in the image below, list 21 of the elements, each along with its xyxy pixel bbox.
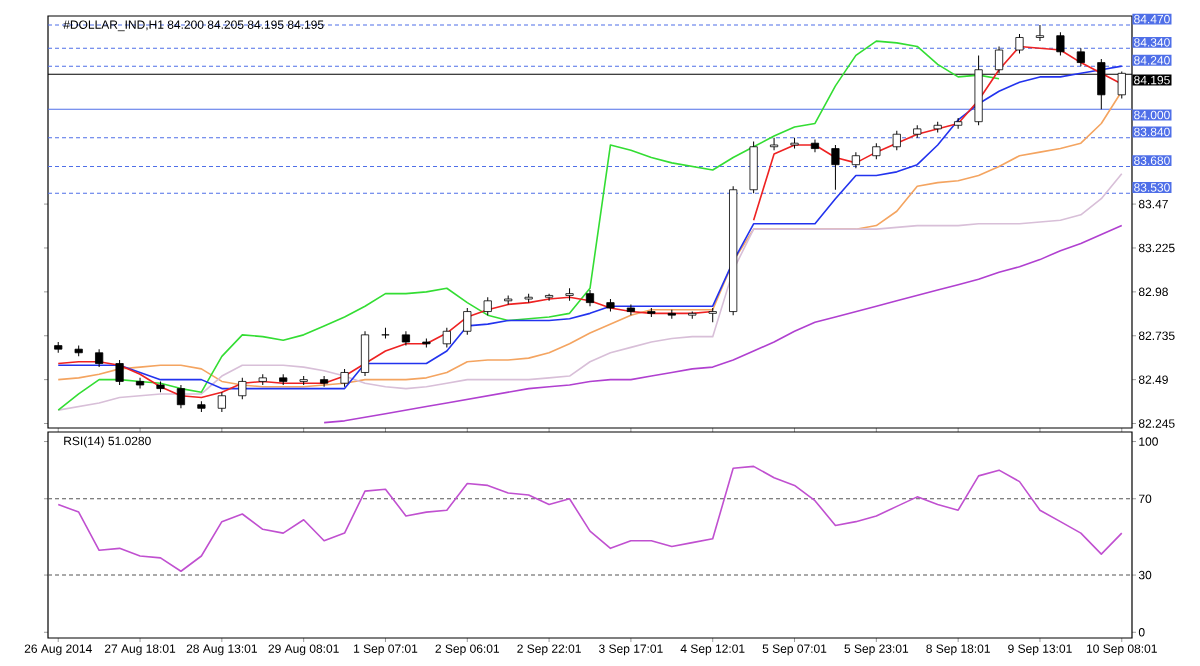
candlestick [1015, 33, 1024, 55]
candlestick [831, 144, 840, 191]
candlestick [176, 384, 186, 409]
candlestick [1035, 24, 1045, 42]
candlestick [545, 293, 554, 302]
candlestick [115, 359, 124, 386]
line-series [57, 465, 1123, 573]
candlestick [769, 137, 779, 151]
candlestick [135, 377, 145, 390]
candlestick [320, 375, 329, 388]
candlestick [1056, 31, 1065, 56]
candlestick [217, 391, 226, 413]
candlestick [749, 140, 758, 194]
candlestick [360, 330, 370, 377]
candlestick [892, 130, 901, 151]
candlestick [442, 327, 451, 348]
candlestick [626, 303, 635, 316]
candlestick [954, 117, 963, 130]
candlestick [463, 307, 472, 336]
candlestick [810, 139, 820, 153]
candlestick [238, 377, 247, 400]
